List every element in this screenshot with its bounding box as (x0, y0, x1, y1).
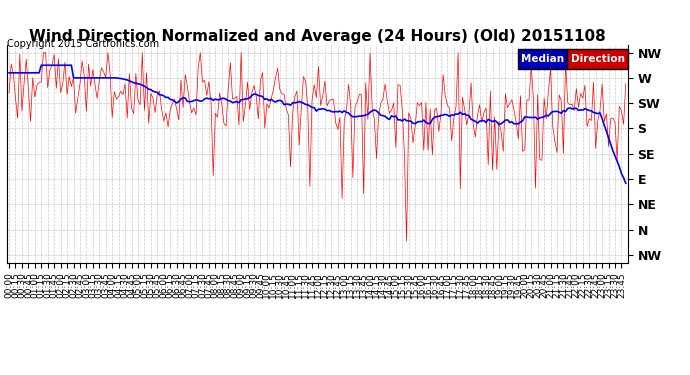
Text: Median: Median (521, 54, 564, 64)
Title: Wind Direction Normalized and Average (24 Hours) (Old) 20151108: Wind Direction Normalized and Average (2… (29, 29, 606, 44)
Text: Copyright 2015 Cartronics.com: Copyright 2015 Cartronics.com (7, 39, 159, 50)
Text: Direction: Direction (571, 54, 624, 64)
